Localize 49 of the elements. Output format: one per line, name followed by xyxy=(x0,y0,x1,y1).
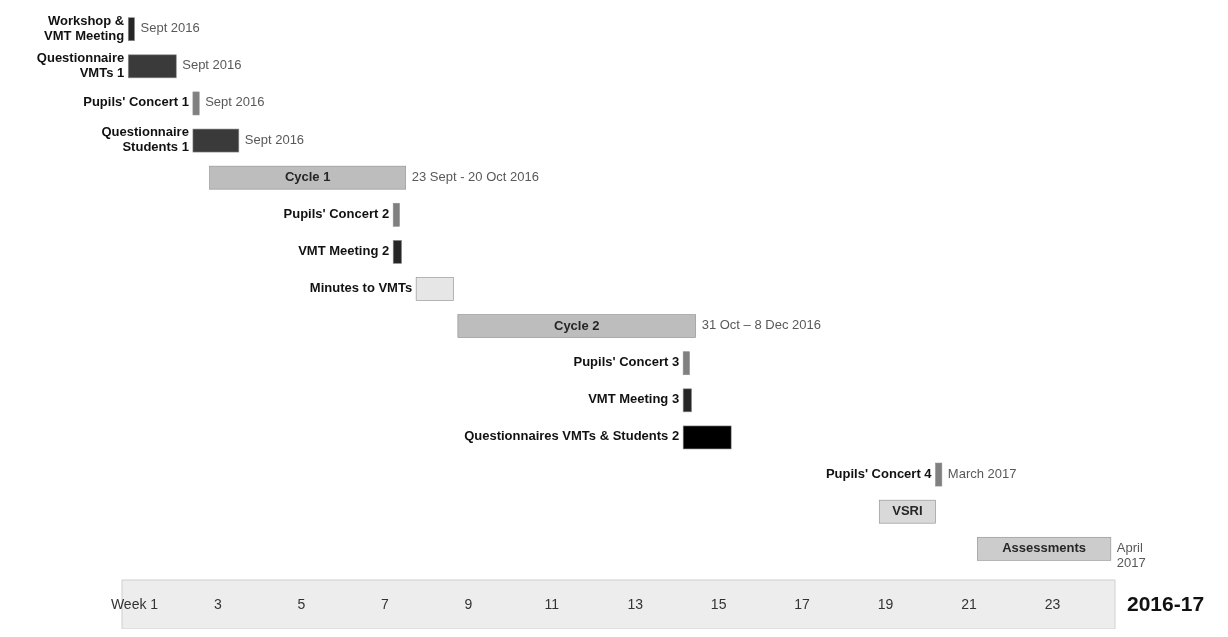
annotation: Sept 2016 xyxy=(182,57,242,73)
y-tick-label: Assessments xyxy=(1002,540,1086,556)
bar xyxy=(192,91,200,116)
bar xyxy=(682,425,732,450)
annotation: 23 Sept - 20 Oct 2016 xyxy=(411,169,539,185)
y-tick-label: Pupils' Concert 4 xyxy=(825,466,933,481)
x-axis-title: 2016-17 xyxy=(1127,592,1205,616)
x-tick-label: 7 xyxy=(380,596,389,613)
annotation: Sept 2016 xyxy=(205,94,265,110)
y-tick-label: Questionnaire VMTs 1 xyxy=(36,50,125,81)
bar xyxy=(935,462,943,487)
bar xyxy=(392,240,402,264)
y-tick-label: VMT Meeting 2 xyxy=(298,243,390,259)
bar xyxy=(392,202,400,227)
y-tick-label: Questionnaires VMTs & Students 2 xyxy=(464,428,680,444)
annotation: April 2017 xyxy=(1116,540,1146,571)
x-tick-label: Week 1 xyxy=(110,596,159,613)
y-tick-label: Pupils' Concert 2 xyxy=(283,206,390,222)
y-tick-label: Questionnaire Students 1 xyxy=(101,124,189,155)
y-tick-label: Workshop & VMT Meeting xyxy=(44,13,125,44)
bar xyxy=(209,165,407,190)
x-tick-label: 13 xyxy=(627,596,644,613)
y-tick-label: Cycle 1 xyxy=(284,169,331,185)
y-tick-label: Pupils' Concert 1 xyxy=(83,94,189,110)
x-tick-label: 19 xyxy=(877,596,894,613)
bar xyxy=(127,17,135,42)
bar xyxy=(682,388,692,413)
y-tick-label: VMT Meeting 3 xyxy=(588,391,680,407)
bar xyxy=(192,128,240,153)
x-tick-label: 23 xyxy=(1044,596,1061,613)
x-tick-label: 17 xyxy=(794,596,811,613)
y-tick-label: Cycle 2 xyxy=(554,317,600,333)
annotation: Sept 2016 xyxy=(140,20,200,36)
x-tick-label: 3 xyxy=(214,596,223,613)
x-tick-label: 9 xyxy=(464,596,473,613)
x-tick-label: 5 xyxy=(297,596,306,613)
x-tick-label: 21 xyxy=(961,596,977,613)
bar xyxy=(415,277,454,301)
annotation: 31 Oct – 8 Dec 2016 xyxy=(701,317,821,333)
y-tick-label: Minutes to VMTs xyxy=(309,280,413,296)
bar xyxy=(682,351,690,376)
annotation: Sept 2016 xyxy=(244,131,305,147)
bar xyxy=(457,314,696,338)
bar xyxy=(127,54,177,79)
annotation: March 2017 xyxy=(947,466,1017,481)
x-tick-label: 11 xyxy=(544,596,560,613)
y-tick-label: VSRI xyxy=(892,503,923,519)
y-tick-label: Pupils' Concert 3 xyxy=(573,354,680,370)
x-tick-label: 15 xyxy=(710,596,727,613)
